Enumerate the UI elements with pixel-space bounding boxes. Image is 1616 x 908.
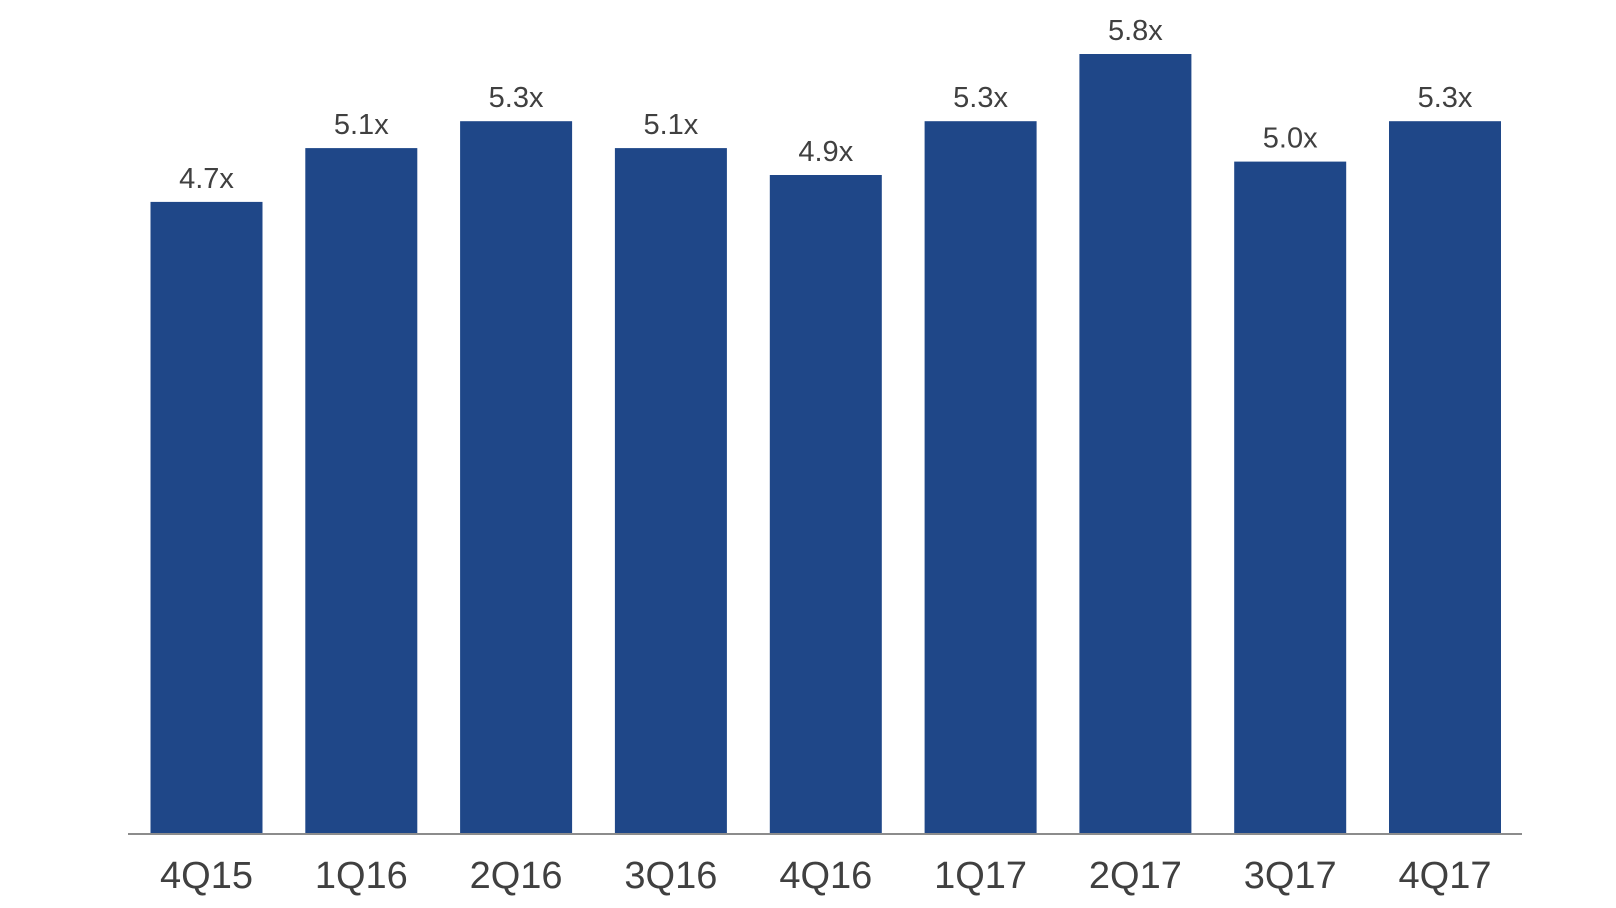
data-label-3Q16: 5.1x: [643, 109, 698, 141]
bar-2Q17: [1079, 54, 1192, 834]
data-label-4Q15: 4.7x: [179, 163, 234, 195]
data-label-4Q16: 4.9x: [798, 136, 853, 168]
x-tick-label-4Q17: 4Q17: [1399, 855, 1492, 897]
value-labels-group: 4.7x 5.1x 5.3x 5.1x 4.9x 5.3x 5.8x 5.0x 5.3x: [179, 15, 1473, 195]
data-label-4Q17: 5.3x: [1418, 82, 1473, 114]
data-label-1Q16: 5.1x: [334, 109, 389, 141]
data-label-1Q17: 5.3x: [953, 82, 1008, 114]
bar-3Q17: [1234, 161, 1347, 835]
x-tick-label-4Q15: 4Q15: [160, 855, 253, 897]
x-tick-label-4Q16: 4Q16: [779, 855, 872, 897]
x-tick-label-1Q17: 1Q17: [934, 855, 1027, 897]
bar-4Q15: [150, 201, 263, 834]
x-tick-label-2Q16: 2Q16: [470, 855, 563, 897]
x-tick-label-2Q17: 2Q17: [1089, 855, 1182, 897]
x-tick-label-3Q16: 3Q16: [624, 855, 717, 897]
bars-group: [150, 54, 1501, 835]
x-tick-labels-group: 4Q15 1Q16 2Q16 3Q16 4Q16 1Q17 2Q17 3Q17 4Q17: [160, 855, 1491, 897]
data-label-2Q17: 5.8x: [1108, 15, 1163, 47]
x-tick-label-3Q17: 3Q17: [1244, 855, 1337, 897]
data-label-3Q17: 5.0x: [1263, 123, 1318, 155]
bar-4Q17: [1389, 121, 1501, 834]
data-label-2Q16: 5.3x: [489, 82, 544, 114]
bar-1Q17: [924, 121, 1037, 834]
x-tick-label-1Q16: 1Q16: [315, 855, 408, 897]
bar-3Q16: [614, 148, 727, 835]
bar-4Q16: [769, 175, 882, 834]
bar-2Q16: [460, 121, 573, 834]
bar-1Q16: [305, 148, 418, 835]
